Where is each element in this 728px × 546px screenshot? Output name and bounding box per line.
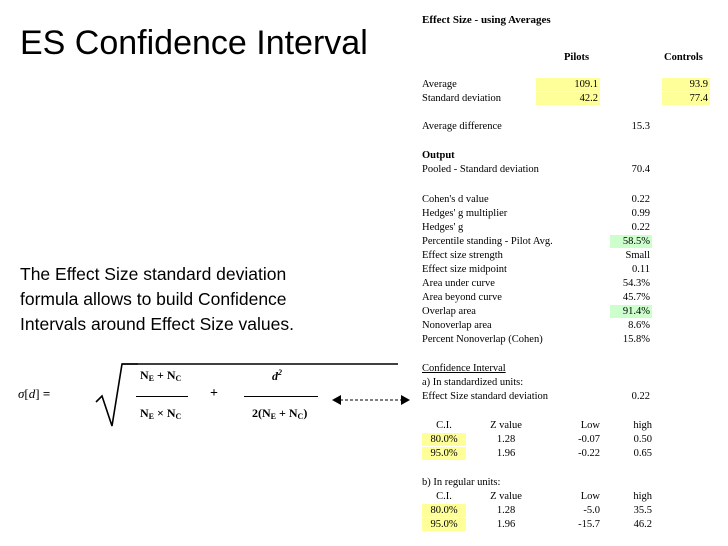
col-header-pilots: Pilots [564, 52, 590, 63]
stat-label: Hedges' g multiplier [422, 208, 508, 219]
stat-label: Percentile standing - Pilot Avg. [422, 236, 553, 247]
es-sd-formula: σ[d] = NE + NC NE × NC + d2 2(NE + NC) [0, 360, 400, 440]
stat-row: Effect size strength Small [414, 249, 724, 262]
stat-row: Effect size midpoint 0.11 [414, 263, 724, 276]
stat-row: Hedges' g 0.22 [414, 221, 724, 234]
ci-row: 80.0% 1.28 -0.07 0.50 [414, 433, 724, 446]
row-avg-diff: Average difference 15.3 [422, 121, 650, 132]
ci-cell: -0.07 [578, 434, 600, 445]
stat-row: Area beyond curve 45.7% [414, 291, 724, 304]
spreadsheet: Effect Size - using Averages Pilots Cont… [414, 0, 724, 546]
row-average: Average 109.1 93.9 [422, 78, 710, 91]
ci-std-header: C.I. Z value Low high [436, 420, 652, 431]
col-header-controls: Controls [664, 52, 703, 63]
double-arrow-icon [332, 395, 410, 405]
ci-cell: -15.7 [578, 519, 600, 530]
ci-cell: 1.96 [496, 519, 516, 530]
ci-cell: 80.0% [422, 433, 466, 446]
ci-row: 95.0% 1.96 -15.7 46.2 [414, 518, 724, 531]
row-es-sd: Effect Size standard deviation 0.22 [422, 391, 650, 402]
stat-label: Cohen's d value [422, 194, 489, 205]
stat-label: Percent Nonoverlap (Cohen) [422, 334, 543, 345]
stat-label: Area under curve [422, 278, 495, 289]
formula-lhs: σ[d] = [18, 386, 51, 401]
stat-value: 54.3% [622, 278, 650, 289]
slide-title: ES Confidence Interval [20, 24, 368, 62]
stat-row: Overlap area 91.4% [414, 305, 724, 318]
stat-label: Area beyond curve [422, 292, 502, 303]
ci-cell: 1.28 [496, 505, 516, 516]
description-text: The Effect Size standard deviation formu… [20, 262, 350, 337]
row-stdev: Standard deviation 42.2 77.4 [422, 92, 710, 105]
stat-value: 0.22 [631, 194, 650, 205]
fraction1-denominator: NE × NC [140, 406, 182, 421]
stat-value: 8.6% [628, 320, 650, 331]
stat-row: Percentile standing - Pilot Avg. 58.5% [414, 235, 724, 248]
ci-cell: 95.0% [422, 447, 466, 460]
stat-value: 0.22 [631, 222, 650, 233]
fraction2-bar [244, 396, 318, 397]
row-std-units: a) In standardized units: [422, 377, 524, 388]
formula-plus: + [210, 386, 218, 401]
row-pooled: Pooled - Standard deviation 70.4 [422, 164, 650, 175]
ci-reg-header: C.I. Z value Low high [436, 491, 652, 502]
stat-value: Small [625, 250, 650, 261]
stat-value: 58.5% [610, 235, 652, 248]
ci-cell: 0.65 [633, 448, 652, 459]
fraction1-bar [136, 396, 188, 397]
ci-cell: 95.0% [422, 518, 466, 531]
stat-value: 0.99 [631, 208, 650, 219]
stat-value: 0.11 [632, 264, 650, 275]
ci-cell: 1.28 [496, 434, 516, 445]
stat-label: Effect size midpoint [422, 264, 507, 275]
square-root-sign [95, 363, 138, 427]
ci-row: 95.0% 1.96 -0.22 0.65 [414, 447, 724, 460]
fraction2-numerator: d2 [272, 368, 282, 383]
stat-row: Cohen's d value 0.22 [414, 193, 724, 206]
ci-cell: 80.0% [422, 504, 466, 517]
stat-label: Effect size strength [422, 250, 503, 261]
stat-row: Area under curve 54.3% [414, 277, 724, 290]
description-line-3: Intervals around Effect Size values. [20, 314, 294, 334]
ci-cell: -5.0 [583, 505, 600, 516]
ci-cell: 35.5 [633, 505, 652, 516]
ci-cell: -0.22 [578, 448, 600, 459]
stat-row: Percent Nonoverlap (Cohen) 15.8% [414, 333, 724, 346]
ci-row: 80.0% 1.28 -5.0 35.5 [414, 504, 724, 517]
stat-value: 15.8% [622, 334, 650, 345]
stat-label: Hedges' g [422, 222, 464, 233]
description-line-1: The Effect Size standard deviation [20, 264, 287, 284]
description-line-2: formula allows to build Confidence [20, 289, 287, 309]
ci-cell: 46.2 [633, 519, 652, 530]
ci-cell: 1.96 [496, 448, 516, 459]
stat-row: Hedges' g multiplier 0.99 [414, 207, 724, 220]
stat-label: Overlap area [422, 306, 476, 317]
stat-value: 45.7% [622, 292, 650, 303]
stat-label: Nonoverlap area [422, 320, 492, 331]
row-output: Output [422, 150, 455, 161]
sheet-title: Effect Size - using Averages [422, 14, 551, 26]
stat-value: 91.4% [610, 305, 652, 318]
fraction2-denominator: 2(NE + NC) [252, 406, 308, 421]
radical-bar [122, 363, 398, 365]
stat-row: Nonoverlap area 8.6% [414, 319, 724, 332]
fraction1-numerator: NE + NC [140, 368, 182, 383]
row-ci-title: Confidence Interval [422, 363, 506, 374]
row-reg-units: b) In regular units: [422, 477, 501, 488]
ci-cell: 0.50 [633, 434, 652, 445]
